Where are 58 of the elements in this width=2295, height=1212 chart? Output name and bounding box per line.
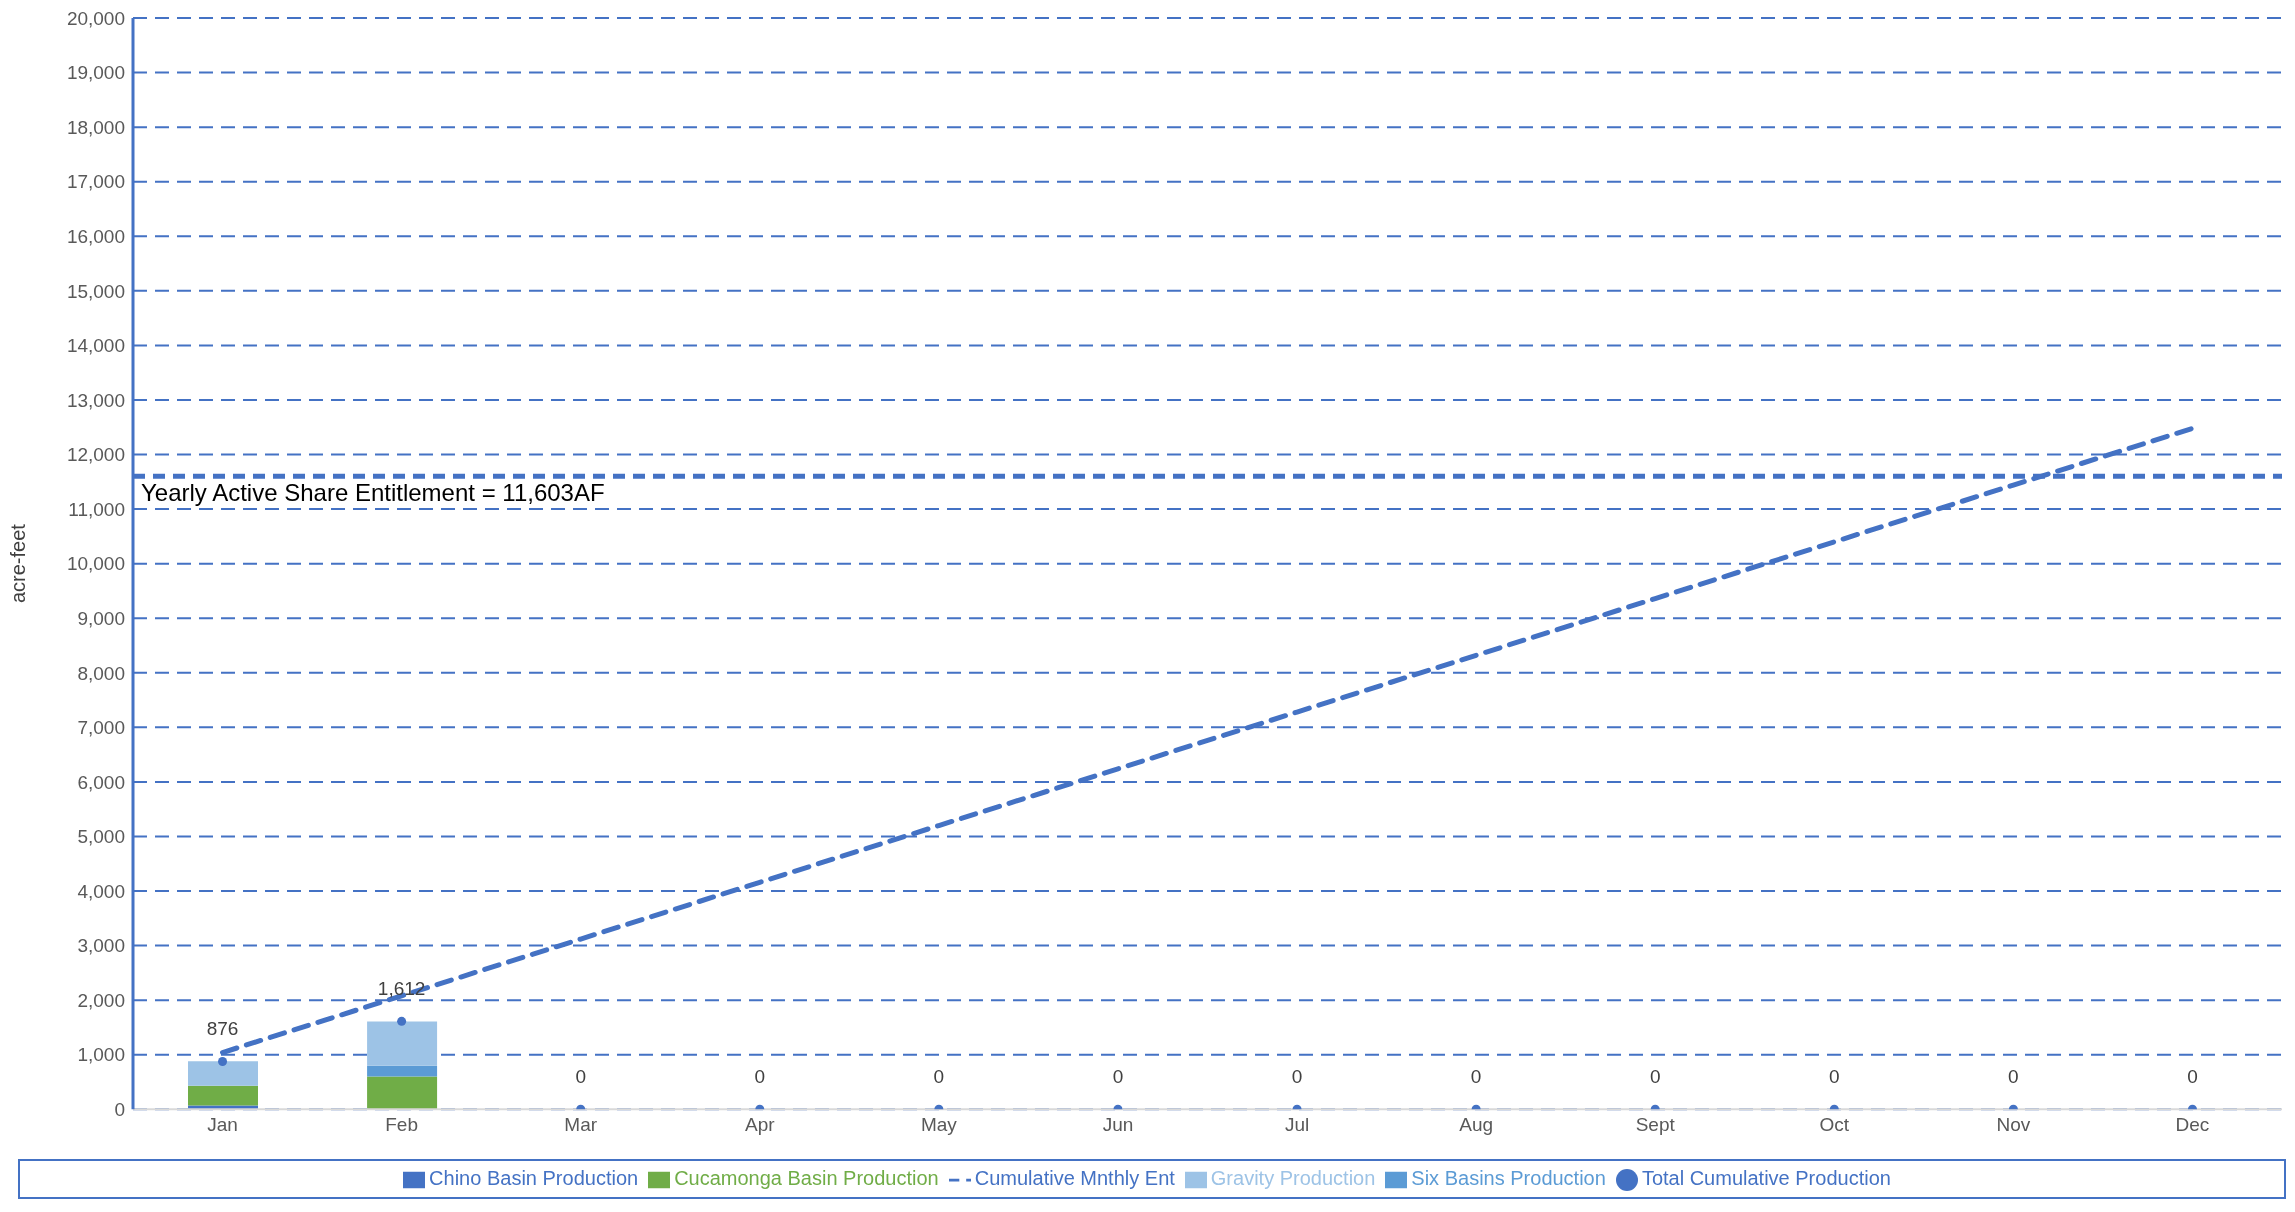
y-tick-label: 14,000 (66, 335, 125, 357)
legend-label: Gravity Production (1210, 1167, 1376, 1190)
x-tick-label: Aug (1459, 1113, 1494, 1135)
x-tick-label: Apr (745, 1113, 776, 1135)
data-label: 0 (575, 1065, 586, 1087)
legend-label: Total Cumulative Production (1641, 1167, 1891, 1190)
y-tick-label: 5,000 (77, 826, 125, 848)
data-label: 1,612 (377, 977, 426, 999)
y-tick-label: 13,000 (66, 389, 125, 411)
x-tick-label: Sept (1635, 1113, 1676, 1135)
y-tick-label: 0 (114, 1099, 125, 1121)
y-tick-label: 6,000 (77, 771, 125, 793)
legend-label: Cumulative Mnthly Ent (974, 1167, 1175, 1190)
y-tick-label: 11,000 (68, 498, 125, 520)
data-label: 0 (754, 1065, 766, 1087)
y-tick-label: 10,000 (66, 553, 125, 575)
bar (367, 1065, 438, 1077)
y-tick-label: 17,000 (66, 171, 125, 193)
x-tick-label: Feb (385, 1113, 418, 1135)
data-label: 0 (1829, 1065, 1840, 1087)
data-label: 0 (2187, 1065, 2198, 1087)
bar (188, 1061, 258, 1086)
data-label: 0 (1291, 1065, 1303, 1087)
x-tick-label: Dec (2175, 1113, 2210, 1135)
y-tick-label: 18,000 (66, 116, 125, 138)
y-tick-label: 7,000 (77, 717, 125, 739)
legend-label: Chino Basin Production (429, 1167, 639, 1190)
y-tick-label: 20,000 (66, 7, 125, 29)
x-tick-label: Jun (1102, 1113, 1134, 1135)
x-tick-label: Jul (1284, 1113, 1310, 1135)
y-tick-label: 4,000 (77, 880, 125, 902)
legend-label: Six Basins Production (1411, 1167, 1606, 1190)
data-label: 0 (933, 1065, 945, 1087)
y-tick-label: 12,000 (66, 444, 125, 466)
y-tick-label: 2,000 (77, 989, 125, 1011)
y-tick-label: 9,000 (77, 607, 125, 629)
y-tick-label: 15,000 (66, 280, 125, 302)
legend-label: Cucamonga Basin Production (674, 1167, 939, 1190)
y-tick-label: 3,000 (77, 935, 125, 957)
bar (367, 1021, 438, 1066)
data-label: 0 (1649, 1065, 1661, 1087)
data-label: 876 (206, 1017, 239, 1039)
data-label: 0 (1470, 1065, 1482, 1087)
bar (188, 1085, 258, 1106)
y-tick-label: 8,000 (77, 662, 125, 684)
y-tick-label: 1,000 (77, 1044, 125, 1066)
data-label: 0 (2008, 1065, 2019, 1087)
x-tick-label: May (920, 1113, 958, 1135)
x-tick-label: Nov (1996, 1113, 2031, 1135)
y-tick-label: 19,000 (66, 62, 125, 84)
y-axis-title: acre-feet (7, 523, 30, 604)
data-label: 0 (1112, 1065, 1124, 1087)
x-tick-label: Oct (1819, 1113, 1850, 1135)
ref-line-label: Yearly Active Share Entitlement = 11,603AF (141, 479, 605, 507)
x-tick-label: Jan (207, 1113, 238, 1135)
bar (367, 1076, 438, 1110)
x-tick-label: Mar (564, 1113, 598, 1135)
y-tick-label: 16,000 (66, 226, 125, 247)
